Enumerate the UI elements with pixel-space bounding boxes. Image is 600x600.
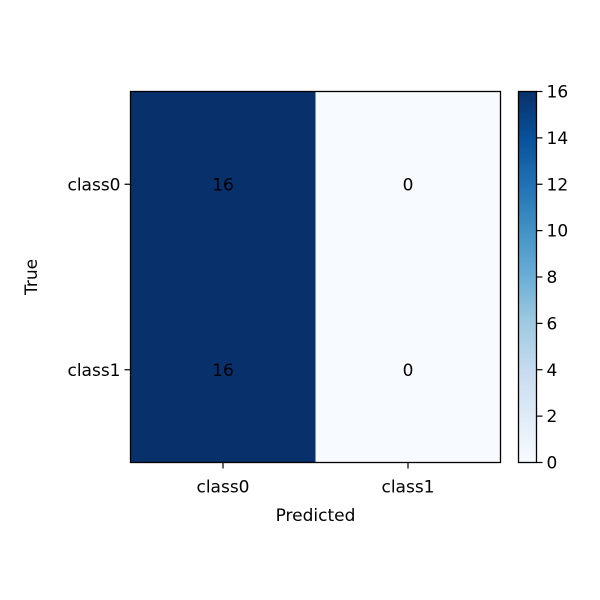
cell-value-label: 0 <box>403 175 414 195</box>
colorbar-ticks: 0 2 4 6 8 10 12 14 16 <box>536 83 569 474</box>
colorbar-tick-label: 8 <box>547 268 558 288</box>
cell-value-label: 16 <box>212 361 234 381</box>
colorbar <box>517 90 538 464</box>
cell-value-label: 16 <box>212 175 234 195</box>
x-tick-label: class1 <box>381 478 434 498</box>
y-axis-label: True <box>22 259 42 296</box>
colorbar-tick-label: 12 <box>547 175 569 195</box>
x-tick-label: class0 <box>196 478 249 498</box>
x-axis-ticks: class0 class1 <box>196 462 435 498</box>
y-tick-label: class0 <box>67 175 120 195</box>
cell-value-label: 0 <box>403 361 414 381</box>
colorbar-tick-label: 2 <box>547 407 558 427</box>
heatmap-cell <box>315 91 501 277</box>
y-tick-label: class1 <box>67 361 120 381</box>
x-axis-label: Predicted <box>276 506 356 526</box>
heatmap-cell <box>130 277 316 463</box>
y-axis-ticks: class0 class1 <box>67 175 131 381</box>
cell-value-labels: 16 0 16 0 <box>212 175 413 381</box>
colorbar-tick-label: 6 <box>547 314 558 334</box>
colorbar-tick-label: 14 <box>547 129 569 149</box>
colorbar-tick-label: 10 <box>547 222 569 242</box>
colorbar-tick-label: 4 <box>547 361 558 381</box>
plot-frame <box>129 90 502 464</box>
heatmap-cells <box>130 91 501 463</box>
heatmap-cell <box>315 277 501 463</box>
heatmap-cell <box>130 91 316 277</box>
colorbar-tick-label: 16 <box>547 83 569 103</box>
colorbar-tick-label: 0 <box>547 454 558 474</box>
